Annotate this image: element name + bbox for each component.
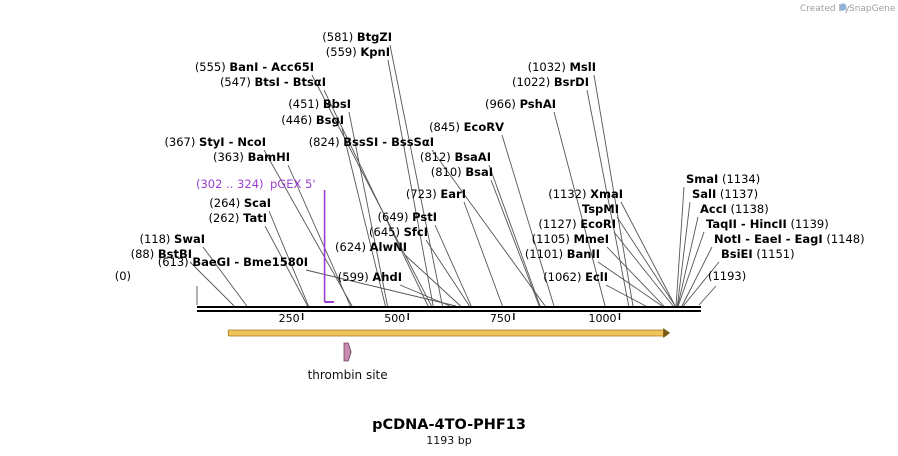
site-label-ecorv[interactable]: (845) EcoRV [429,120,504,134]
site-label-bstbi[interactable]: (88) BstBI [131,247,192,261]
site-label-swai[interactable]: (118) SwaI [139,232,205,246]
site-line-alwni [404,254,461,307]
site-label-scai[interactable]: (264) ScaI [209,196,271,210]
site-line-scai [268,210,309,307]
site-label-pshai[interactable]: (966) PshAI [485,97,556,111]
site-line-taqii [677,231,705,307]
site-label-ahdi[interactable]: (599) AhdI [338,270,402,284]
scale-tick-label: 1000 [588,312,616,325]
site-label-tati[interactable]: (262) TatI [209,211,268,225]
site-label-taqii[interactable]: TaqII - HincII (1139) [706,217,829,231]
site-line-bani [311,74,432,307]
thrombin-site-label: thrombin site [308,368,388,382]
site-line-acci [677,216,699,307]
site-label-bani[interactable]: (555) BanI - Acc65I [195,60,314,74]
site-label-mmei[interactable]: (1105) MmeI [532,232,609,246]
site-line-bamhi [287,164,351,307]
site-labels: (88) BstBI(118) SwaI (262) TatI(264) ScaI… [115,30,865,284]
scale-ticks: 250 500 750 1000 [279,312,621,325]
site-label-ecli[interactable]: (1062) EclI [543,270,608,284]
site-line-bsai [490,179,540,307]
credit-brand: SnapGene [849,4,896,14]
primer-range: (302 .. 324) [196,177,264,191]
site-line-ecori [613,231,674,307]
site-line-end [698,285,717,306]
site-line-smai [675,186,685,307]
site-line-noti [681,246,713,307]
site-label-acci[interactable]: AccI (1138) [700,202,769,216]
scale-tick-label: 250 [279,312,300,325]
site-line-bstbi [189,261,235,307]
site-label-sali[interactable]: SalI (1137) [692,187,758,201]
dna-backbone [197,306,701,312]
site-label-noti[interactable]: NotI - EaeI - EagI (1148) [714,232,865,246]
site-label-baegi[interactable]: (613) BaeGI - Bme1580I [158,255,308,269]
site-line-bbsi [348,111,388,307]
plasmid-title: pCDNA-4TO-PHF13 [372,417,526,433]
site-line-bsgi [341,127,386,307]
site-line-banii [597,261,663,307]
site-line-sali [676,201,691,307]
site-label-styi[interactable]: (367) StyI - NcoI [164,135,266,149]
site-line-bsiei [682,261,720,307]
site-label-bsaai[interactable]: (812) BsaAI [420,150,491,164]
site-line-eari [463,201,503,307]
site-label-btgzi[interactable]: (581) BtgZI [322,30,392,44]
site-line-btgzi [389,44,443,307]
site-line-kpni [387,59,434,307]
site-label-psti[interactable]: (649) PstI [378,210,437,224]
site-label-bsgi[interactable]: (446) BsgI [281,113,344,127]
scale-tick-label: 500 [384,312,405,325]
site-line-mmei [606,246,665,307]
site-line-psti [434,224,472,307]
site-line-xmai [620,201,676,307]
site-label-bsiei[interactable]: BsiEI (1151) [721,247,795,261]
site-leader-lines [189,44,720,307]
scale-tick-label: 750 [490,312,511,325]
site-line-sfci [425,239,470,307]
primer-pgex5[interactable]: (302 .. 324) pGEX 5' [196,177,334,303]
site-line-swai [202,246,248,307]
site-label-btsi[interactable]: (547) BtsI - BtsαI [220,75,326,89]
site-line-bsrdi [586,89,630,307]
site-line-ecorv [501,134,555,307]
thrombin-site-feature[interactable]: thrombin site [308,342,388,382]
site-label-bbsi[interactable]: (451) BbsI [288,97,351,111]
site-line-tspmi [616,216,676,307]
site-line-tati [264,225,309,307]
plasmid-length: 1193 bp [426,434,471,447]
primer-name: pGEX 5' [270,177,316,191]
site-label-ecori[interactable]: (1127) EcoRI [538,217,616,231]
site-line-pshai [553,111,606,307]
site-label-msli[interactable]: (1032) MslI [528,60,596,74]
site-label-kpni[interactable]: (559) KpnI [326,45,390,59]
site-label-banii[interactable]: (1101) BanII [525,247,600,261]
site-label-start[interactable]: (0) [115,269,131,283]
site-label-smai[interactable]: SmaI (1134) [686,172,760,186]
site-label-end[interactable]: (1193) [708,269,746,283]
site-label-bamhi[interactable]: (363) BamHI [213,150,290,164]
site-label-bsssi[interactable]: (824) BssSI - BssSαI [309,135,434,149]
site-label-alwni[interactable]: (624) AlwNI [335,240,407,254]
site-label-tspmi[interactable]: TspMI [582,202,619,216]
site-line-baegi [305,269,457,307]
site-line-ecli [605,284,646,307]
site-label-sfci[interactable]: (645) SfcI [369,225,428,239]
credit-prefix: Created by [800,4,850,14]
orf-feature-arrow[interactable] [227,328,671,338]
site-label-bsrdi[interactable]: (1022) BsrDI [512,75,589,89]
site-line-styi [263,149,353,307]
site-line-bsssi [431,149,546,307]
snapgene-logo-icon [839,3,847,11]
site-line-bsaai [488,164,541,307]
site-label-xmai[interactable]: (1132) XmaI [548,187,623,201]
site-label-bsai[interactable]: (810) BsaI [431,165,493,179]
site-label-eari[interactable]: (723) EarI [406,187,466,201]
